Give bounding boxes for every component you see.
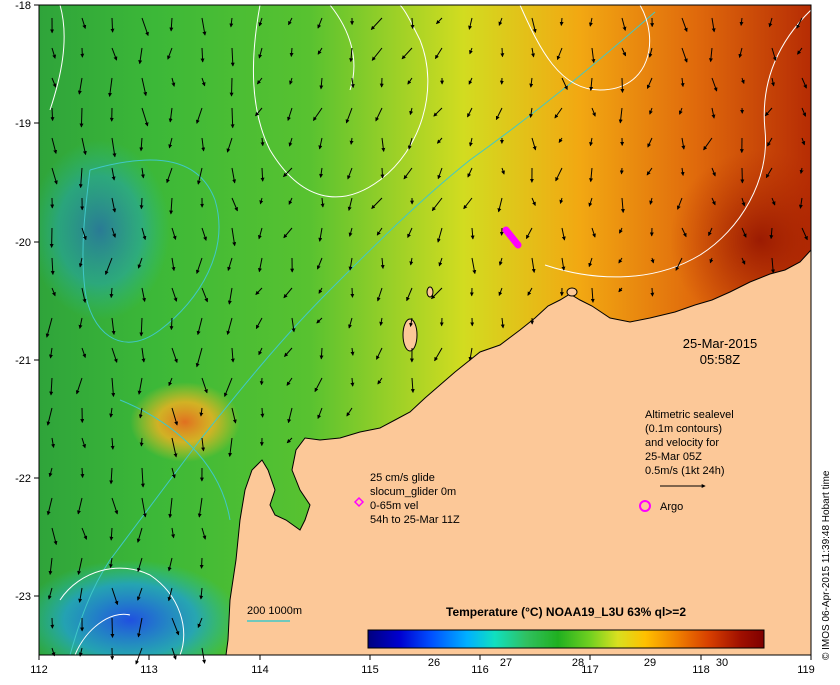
x-tick-label: 114: [251, 664, 269, 676]
x-tick-label: 119: [797, 664, 815, 676]
date-label: 25-Mar-2015: [683, 336, 757, 351]
velocity-arrow: [232, 78, 233, 96]
colorbar-tick: 27: [500, 657, 512, 669]
velocity-arrow: [171, 318, 172, 330]
velocity-arrow: [502, 48, 503, 57]
y-tick-label: -23: [15, 591, 31, 603]
y-tick-label: -20: [15, 237, 31, 249]
velocity-arrow: [352, 378, 353, 386]
velocity-arrow: [321, 348, 322, 359]
velocity-arrow: [652, 288, 653, 296]
copyright-label: © IMOS 06-Apr-2015 11:39:48 Hobart time: [821, 470, 832, 660]
colorbar-tick: 30: [716, 657, 728, 669]
x-tick-label: 116: [471, 664, 489, 676]
velocity-arrow: [262, 408, 263, 417]
velocity-arrow: [52, 108, 53, 121]
velocity-arrow: [262, 378, 263, 385]
sealevel-legend-line: and velocity for: [645, 437, 719, 449]
velocity-arrow: [622, 168, 623, 174]
warm-water-patch: [130, 382, 240, 462]
y-tick-label: -18: [15, 0, 31, 12]
x-tick-label: 112: [30, 664, 48, 676]
glider-legend-line: slocum_glider 0m: [370, 486, 456, 498]
time-label: 05:58Z: [700, 352, 741, 367]
colorbar-tick: 26: [428, 657, 440, 669]
y-tick-label: -21: [15, 355, 31, 367]
velocity-arrow: [291, 48, 292, 56]
sealevel-legend-line: 25-Mar 05Z: [645, 451, 702, 463]
y-axis: [34, 5, 39, 596]
island-small: [427, 287, 433, 297]
y-tick-label: -19: [15, 118, 31, 130]
colorbar-tick: 29: [644, 657, 656, 669]
velocity-arrow: [262, 168, 263, 181]
colorbar-tick: 28: [572, 657, 584, 669]
depth-legend-label: 200 1000m: [247, 605, 302, 617]
velocity-arrow: [112, 18, 113, 32]
velocity-arrow: [232, 108, 233, 128]
x-tick-label: 113: [140, 664, 158, 676]
sealevel-legend-line: 0.5m/s (1kt 24h): [645, 465, 724, 477]
velocity-arrow: [622, 78, 623, 92]
velocity-arrow: [112, 618, 113, 637]
glider-legend-line: 54h to 25-Mar 11Z: [370, 514, 460, 526]
x-tick-label: 115: [361, 664, 379, 676]
glider-legend-line: 25 cm/s glide: [370, 472, 435, 484]
colorbar: [368, 630, 764, 648]
velocity-arrow: [382, 168, 383, 178]
island: [403, 319, 417, 351]
velocity-arrow: [561, 18, 562, 25]
argo-label: Argo: [660, 501, 683, 513]
island-small: [567, 288, 577, 296]
colorbar-title: Temperature (°C) NOAA19_L3U 63% ql>=2: [446, 605, 686, 619]
velocity-arrow: [202, 48, 203, 62]
velocity-arrow: [82, 468, 83, 477]
velocity-arrow: [141, 438, 142, 446]
velocity-arrow: [412, 18, 413, 28]
velocity-arrow: [352, 288, 353, 297]
velocity-arrow: [141, 198, 142, 209]
glider-legend-line: 0-65m vel: [370, 500, 418, 512]
x-tick-label: 118: [692, 664, 710, 676]
sealevel-legend-line: Altimetric sealevel: [645, 409, 734, 421]
velocity-arrow: [202, 558, 203, 568]
x-axis: [39, 655, 811, 660]
cool-water-patch-south: [20, 560, 240, 680]
sealevel-legend-line: (0.1m contours): [645, 423, 722, 435]
y-tick-label: -22: [15, 473, 31, 485]
velocity-arrow: [81, 108, 82, 127]
